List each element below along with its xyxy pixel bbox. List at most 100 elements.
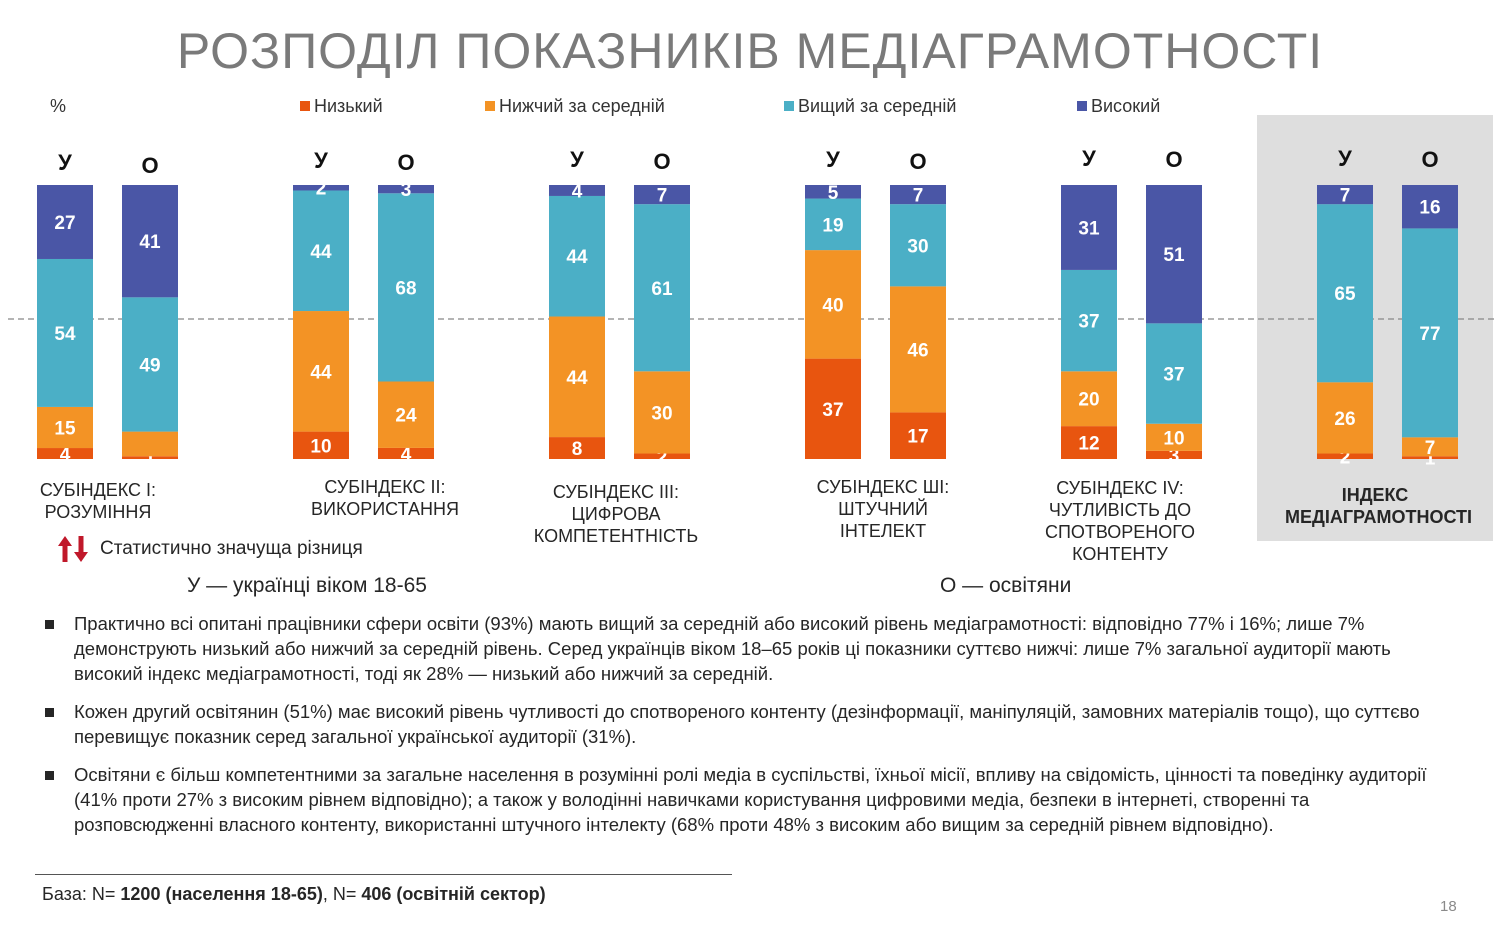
group-label-line: КОМПЕТЕНТНІСТЬ	[533, 526, 699, 546]
bar-value-label: 61	[651, 279, 673, 300]
legend-item-above-average: Вищий за середній	[784, 95, 956, 117]
bar-segment-below-average	[890, 286, 946, 413]
bar-segment-high	[378, 185, 434, 194]
bar-segment-above-average	[1061, 269, 1117, 372]
bar-segment-high	[122, 185, 178, 298]
bar-segment-high	[890, 185, 946, 205]
bar-segment-low	[293, 431, 349, 459]
bar-code-label: У	[1082, 146, 1096, 171]
bar-value-label: 44	[310, 362, 332, 383]
bar-segment-below-average	[122, 431, 178, 457]
bar-segment-above-average	[293, 190, 349, 312]
bullet-text: Практично всі опитані працівники сфери о…	[74, 613, 1391, 684]
bar-segment-above-average	[122, 297, 178, 432]
bar-code-label: О	[397, 150, 414, 175]
bar-code-label: О	[1421, 147, 1438, 172]
base-separator: , N=	[322, 884, 362, 904]
bar-value-label: 30	[651, 403, 672, 424]
legend-item-below-average: Нижчий за середній	[485, 95, 665, 117]
bar-segment-high	[1317, 185, 1373, 205]
group-label-line: СУБІНДЕКС ІІІ:	[552, 482, 680, 502]
bar-segment-below-average	[549, 316, 605, 438]
bar-value-label: 68	[395, 278, 416, 299]
bar-segment-below-average	[1402, 437, 1458, 457]
bar-value-label: 24	[395, 406, 417, 427]
bar-segment-high	[1402, 185, 1458, 229]
bar-segment-below-average	[1317, 382, 1373, 454]
group-label-line: ВИКОРИСТАННЯ	[311, 499, 459, 519]
legend-label-below-average: Нижчий за середній	[499, 95, 665, 116]
group-label-digital-competence: СУБІНДЕКС ІІІ: ЦИФРОВА КОМПЕТЕНТНІСТЬ	[526, 481, 706, 547]
bar-segment-low	[1061, 426, 1117, 459]
bar-value-label: 44	[566, 247, 588, 268]
bar-value-label: 20	[1078, 390, 1099, 411]
bar-code-label: У	[570, 147, 584, 172]
bullet-item: Практично всі опитані працівники сфери о…	[42, 611, 1452, 686]
definition-o: О — освітяни	[940, 574, 1072, 597]
base-n1: 1200 (населення 18-65)	[120, 884, 323, 904]
group-label-line: СУБІНДЕКС ІІ:	[324, 477, 446, 497]
bar-value-label: 30	[907, 236, 928, 257]
legend-label-above-average: Вищий за середній	[798, 95, 957, 116]
group-label-line: МЕДІАГРАМОТНОСТІ	[1285, 507, 1472, 527]
group-label-line: КОНТЕНТУ	[1072, 544, 1168, 564]
bar-code-label: У	[314, 148, 328, 173]
bullet-marker	[45, 708, 54, 717]
bar-value-label: 37	[822, 400, 843, 421]
bar-value-label: 5	[828, 183, 839, 204]
significance-arrows-icon	[58, 536, 88, 562]
bar-value-label: 1	[1425, 449, 1436, 470]
sample-base-note: База: N= 1200 (населення 18-65), N= 406 …	[42, 884, 546, 905]
bar-value-label: 51	[1163, 245, 1185, 266]
bar-segment-low	[1402, 456, 1458, 459]
bullet-marker	[45, 771, 54, 780]
bar-value-label: 3	[1169, 446, 1180, 467]
bar-segment-below-average	[1146, 423, 1202, 451]
bar-segment-low	[890, 412, 946, 459]
bar-segment-high	[1061, 185, 1117, 270]
bar-segment-above-average	[1146, 323, 1202, 424]
bar-segment-below-average	[805, 250, 861, 359]
bar-segment-below-average	[293, 311, 349, 432]
bar-value-label: 46	[907, 340, 928, 361]
bar-value-label: 49	[139, 355, 160, 376]
group-label-ai: СУБІНДЕКС ШІ: ШТУЧНИЙ ІНТЕЛЕКТ	[793, 476, 973, 542]
bar-segment-low	[122, 456, 178, 459]
bar-value-label: 2	[657, 447, 668, 468]
bar-segment-below-average	[37, 406, 93, 449]
bar-code-label: О	[141, 153, 158, 178]
bar-value-label: 4	[60, 445, 71, 466]
bar-value-label: 4	[572, 181, 583, 202]
bar-code-label: У	[826, 147, 840, 172]
bar-value-label: 37	[1078, 312, 1099, 333]
bar-value-label: 27	[54, 213, 75, 234]
group-label-line: СУБІНДЕКС І:	[39, 480, 157, 500]
legend-swatch-below-average	[485, 101, 495, 111]
bar-value-label: 44	[310, 242, 332, 263]
bar-code-label: О	[1165, 147, 1182, 172]
bar-value-label: 1	[145, 449, 156, 470]
bullet-item: Освітяни є більш компетентними за загаль…	[42, 762, 1452, 837]
bar-value-label: 3	[401, 180, 412, 201]
legend-label-low: Низький	[314, 95, 383, 116]
bar-segment-above-average	[805, 198, 861, 251]
bar-segment-high	[293, 185, 349, 191]
group-label-understanding: СУБІНДЕКС І: РОЗУМІННЯ	[8, 479, 188, 523]
bar-value-label: 17	[907, 427, 928, 448]
bar-segment-below-average	[378, 381, 434, 448]
bar-value-label: 37	[1163, 365, 1184, 386]
bar-value-label: 10	[1163, 428, 1184, 449]
bar-value-label: 31	[1078, 218, 1100, 239]
group-label-line: ЦИФРОВА	[571, 504, 661, 524]
group-label-distorted-content: СУБІНДЕКС IV: ЧУТЛИВІСТЬ ДО СПОТВОРЕНОГО…	[1030, 477, 1210, 565]
legend-swatch-above-average	[784, 101, 794, 111]
bar-value-label: 7	[1425, 438, 1436, 459]
bar-value-label: 15	[54, 418, 76, 439]
base-prefix: База: N=	[42, 884, 121, 904]
group-label-line: ЧУТЛИВІСТЬ ДО	[1048, 500, 1192, 520]
significance-note: Статистично значуща різниця	[56, 534, 363, 564]
bullet-text: Кожен другий освітянин (51%) має високий…	[74, 701, 1420, 747]
bar-segment-high	[634, 185, 690, 205]
bar-value-label: 26	[1334, 409, 1355, 430]
bar-value-label: 2	[316, 179, 327, 200]
